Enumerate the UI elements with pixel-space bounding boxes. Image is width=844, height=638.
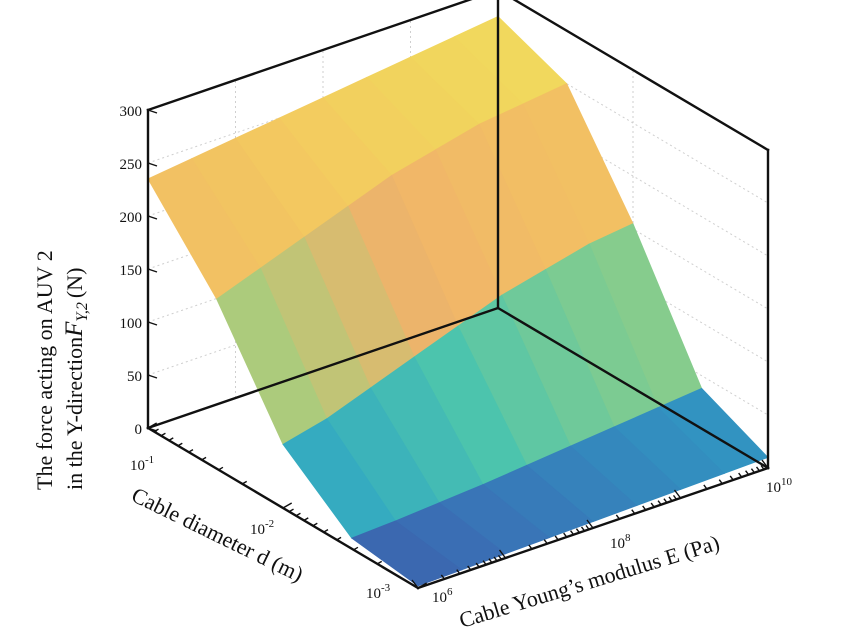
y-tick: [188, 448, 194, 453]
x-tick: [631, 509, 636, 515]
y-tick: [336, 536, 342, 541]
y-tick: [177, 442, 183, 447]
x-tick: [563, 532, 568, 538]
z-tick-label: 300: [120, 104, 143, 120]
surface-patch: [350, 520, 463, 587]
x-tick: [668, 496, 673, 502]
x-tick: [440, 574, 445, 580]
tick-marks: [147, 109, 769, 589]
y-tick: [218, 466, 224, 471]
y-tick-label: 10-1: [130, 454, 154, 474]
x-tick: [585, 524, 590, 530]
x-tick: [493, 556, 498, 562]
x-tick: [750, 468, 756, 474]
z-tick: [147, 215, 158, 220]
z-tick-labels: 0 50 100 150 200 250 300: [120, 104, 143, 438]
x-tick: [729, 475, 734, 481]
y-tick: [353, 546, 359, 551]
z-axis-title: The force acting on AUV 2: [32, 250, 57, 490]
x-tick: [498, 549, 507, 559]
x-tick: [575, 528, 581, 534]
x-tick: [586, 519, 594, 529]
x-tick: [657, 500, 662, 506]
y-tick: [323, 528, 329, 533]
x-tick: [467, 565, 472, 571]
z-tick: [147, 321, 158, 326]
x-tick: [543, 539, 548, 545]
y-tick: [282, 502, 293, 509]
x-tick: [642, 505, 647, 511]
x-tick: [528, 544, 533, 550]
x-tick: [760, 464, 765, 470]
y-tick-labels: 10-1 10-2 10-3: [130, 454, 391, 602]
frame-edge: [146, 306, 500, 430]
surface: [147, 16, 769, 587]
y-tick: [417, 582, 428, 589]
x-tick: [497, 554, 503, 560]
x-tick-labels: 106 108 1010: [432, 476, 793, 606]
y-tick: [153, 428, 159, 433]
x-tick: [663, 498, 668, 504]
y-tick-label: 10-3: [366, 582, 391, 602]
y-tick: [160, 432, 166, 437]
z-tick: [147, 268, 158, 273]
x-tick: [580, 526, 586, 532]
x-tick: [718, 479, 723, 485]
x-tick: [411, 579, 419, 589]
x-tick: [745, 470, 750, 476]
z-tick-label: 100: [120, 316, 143, 332]
y-tick: [303, 517, 309, 521]
x-tick: [761, 459, 769, 469]
x-tick: [456, 569, 461, 575]
frame-edge: [496, 306, 770, 470]
x-tick: [673, 489, 682, 499]
frame-edge: [512, 0, 770, 152]
z-tick-label: 200: [120, 210, 143, 226]
x-tick: [650, 502, 655, 508]
x-tick: [672, 494, 678, 500]
x-tick-label: 1010: [766, 476, 793, 496]
x-tick: [615, 514, 620, 520]
z-tick: [147, 109, 158, 114]
z-tick-label: 50: [127, 369, 142, 385]
x-tick-label: 108: [610, 532, 631, 552]
z-axis-title-line2: in the Y-directionFY,2(N): [61, 268, 91, 490]
x-tick: [554, 535, 559, 541]
z-tick-label: 250: [120, 157, 143, 173]
y-tick: [312, 522, 318, 527]
z-tick-label: 150: [120, 263, 143, 279]
y-tick: [377, 560, 383, 565]
x-tick: [755, 466, 761, 472]
z-tick: [147, 374, 158, 379]
y-tick: [201, 456, 207, 461]
x-tick: [482, 560, 487, 566]
y-tick: [242, 480, 248, 485]
frame-edge: [146, 0, 473, 112]
x-tick-label: 106: [432, 586, 453, 606]
y-tick-label: 10-2: [250, 518, 274, 538]
y-tick: [147, 422, 158, 429]
y-tick: [288, 508, 294, 513]
x-tick: [475, 562, 480, 568]
z-tick: [147, 162, 158, 167]
y-tick: [295, 512, 301, 517]
x-tick: [488, 558, 493, 564]
x-tick: [738, 472, 743, 478]
z-tick-label: 0: [135, 422, 143, 438]
y-tick: [168, 437, 174, 441]
x-tick: [703, 484, 708, 490]
y-axis-title: Cable diameter d (m): [128, 482, 308, 587]
x-tick: [570, 530, 575, 536]
